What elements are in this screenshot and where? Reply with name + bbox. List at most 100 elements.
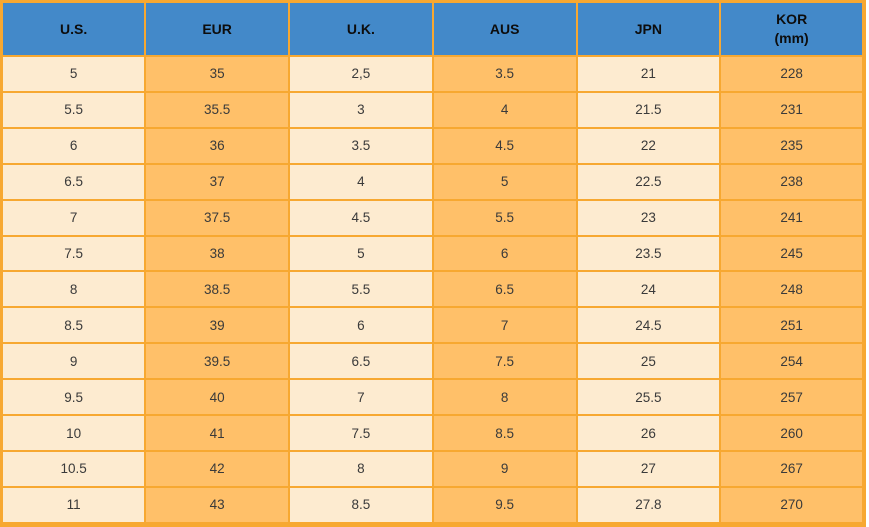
table-cell-jpn: 23.5 xyxy=(575,234,722,273)
table-cell-kor: 254 xyxy=(719,342,865,381)
table-cell-us: 10 xyxy=(0,414,147,452)
table-cell-aus: 9.5 xyxy=(431,485,578,526)
table-cell-us: 9 xyxy=(0,342,147,381)
table-row: 5.5 35.5 3 4 21.5 231 xyxy=(0,90,865,129)
table-cell-aus: 7.5 xyxy=(431,342,578,381)
table-row: 10 41 7.5 8.5 26 260 xyxy=(0,414,865,452)
table-row: 7 37.5 4.5 5.5 23 241 xyxy=(0,198,865,237)
table-cell-eur: 37 xyxy=(144,162,290,201)
column-header-label: U.K. xyxy=(346,20,375,37)
table-row: 9 39.5 6.5 7.5 25 254 xyxy=(0,342,865,381)
column-header-us: U.S. xyxy=(0,0,147,57)
table-cell-jpn: 25 xyxy=(575,342,722,381)
table-row: 8 38.5 5.5 6.5 24 248 xyxy=(0,270,865,309)
column-header-aus: AUS xyxy=(431,0,578,57)
table-cell-uk: 8 xyxy=(288,449,434,488)
table-cell-eur: 42 xyxy=(144,449,290,488)
table-header: U.S. EUR U.K. AUS JPN KOR (mm) xyxy=(0,0,865,57)
column-header-eur: EUR xyxy=(144,0,290,57)
table-cell-eur: 38.5 xyxy=(144,270,290,309)
table-cell-aus: 5.5 xyxy=(431,198,578,237)
table-cell-us: 8 xyxy=(0,270,147,309)
table-cell-jpn: 24.5 xyxy=(575,306,722,345)
column-header-jpn: JPN xyxy=(575,0,722,57)
table-cell-us: 5 xyxy=(0,55,147,93)
table-cell-aus: 4.5 xyxy=(431,126,578,165)
table-cell-uk: 3 xyxy=(288,90,434,129)
table-cell-uk: 6.5 xyxy=(288,342,434,381)
table-cell-jpn: 24 xyxy=(575,270,722,309)
table-row: 6 36 3.5 4.5 22 235 xyxy=(0,126,865,165)
table-cell-kor: 267 xyxy=(719,449,865,488)
column-header-label: JPN xyxy=(634,20,662,37)
table-cell-uk: 2,5 xyxy=(288,55,434,93)
table-row: 7.5 38 5 6 23.5 245 xyxy=(0,234,865,273)
table-cell-us: 6.5 xyxy=(0,162,147,201)
table-cell-jpn: 22 xyxy=(575,126,722,165)
table-cell-eur: 35 xyxy=(144,55,290,93)
table-cell-kor: 248 xyxy=(719,270,865,309)
table-cell-kor: 260 xyxy=(719,414,865,452)
table-cell-uk: 8.5 xyxy=(288,485,434,526)
table-cell-aus: 3.5 xyxy=(431,55,578,93)
table-cell-uk: 7.5 xyxy=(288,414,434,452)
table-cell-jpn: 23 xyxy=(575,198,722,237)
table-cell-kor: 245 xyxy=(719,234,865,273)
column-header-label: AUS xyxy=(489,20,520,37)
table-cell-uk: 4 xyxy=(288,162,434,201)
table-cell-us: 10.5 xyxy=(0,449,147,488)
table-cell-eur: 38 xyxy=(144,234,290,273)
table-cell-eur: 41 xyxy=(144,414,290,452)
table-cell-kor: 251 xyxy=(719,306,865,345)
table-cell-eur: 37.5 xyxy=(144,198,290,237)
table-cell-uk: 3.5 xyxy=(288,126,434,165)
table-cell-us: 6 xyxy=(0,126,147,165)
header-row: U.S. EUR U.K. AUS JPN KOR (mm) xyxy=(0,0,865,57)
table-cell-aus: 7 xyxy=(431,306,578,345)
table-cell-eur: 43 xyxy=(144,485,290,526)
table-cell-uk: 6 xyxy=(288,306,434,345)
table-cell-kor: 257 xyxy=(719,378,865,417)
table-cell-jpn: 21 xyxy=(575,55,722,93)
table-cell-eur: 39 xyxy=(144,306,290,345)
table-cell-eur: 40 xyxy=(144,378,290,417)
table-body: 5 35 2,5 3.5 21 228 5.5 35.5 3 4 21.5 231 6 36 3.5 4.5 2… xyxy=(0,55,865,526)
table-cell-jpn: 22.5 xyxy=(575,162,722,201)
table-cell-uk: 7 xyxy=(288,378,434,417)
table-cell-eur: 36 xyxy=(144,126,290,165)
table-cell-us: 9.5 xyxy=(0,378,147,417)
table-cell-aus: 9 xyxy=(431,449,578,488)
column-header-sublabel: (mm) xyxy=(774,30,809,46)
table-cell-kor: 270 xyxy=(719,485,865,526)
table-cell-kor: 231 xyxy=(719,90,865,129)
table-cell-kor: 235 xyxy=(719,126,865,165)
table-cell-aus: 6.5 xyxy=(431,270,578,309)
column-header-uk: U.K. xyxy=(288,0,434,57)
column-header-label: KOR xyxy=(776,11,808,28)
column-header-label: U.S. xyxy=(60,20,88,37)
table-cell-us: 8.5 xyxy=(0,306,147,345)
table-cell-kor: 228 xyxy=(719,55,865,93)
table-row: 6.5 37 4 5 22.5 238 xyxy=(0,162,865,201)
column-header-label: EUR xyxy=(202,20,232,37)
table-row: 9.5 40 7 8 25.5 257 xyxy=(0,378,865,417)
table-cell-aus: 4 xyxy=(431,90,578,129)
table-cell-uk: 5.5 xyxy=(288,270,434,309)
table-cell-us: 7 xyxy=(0,198,147,237)
table-cell-aus: 8.5 xyxy=(431,414,578,452)
table-row: 5 35 2,5 3.5 21 228 xyxy=(0,55,865,93)
table-cell-jpn: 21.5 xyxy=(575,90,722,129)
table-cell-jpn: 26 xyxy=(575,414,722,452)
table-cell-us: 11 xyxy=(0,485,147,526)
table-cell-kor: 238 xyxy=(719,162,865,201)
table-cell-aus: 5 xyxy=(431,162,578,201)
table-cell-uk: 4.5 xyxy=(288,198,434,237)
table-cell-jpn: 25.5 xyxy=(575,378,722,417)
table-cell-eur: 39.5 xyxy=(144,342,290,381)
table-row: 11 43 8.5 9.5 27.8 270 xyxy=(0,485,865,526)
table-row: 8.5 39 6 7 24.5 251 xyxy=(0,306,865,345)
table-cell-uk: 5 xyxy=(288,234,434,273)
table-cell-us: 5.5 xyxy=(0,90,147,129)
